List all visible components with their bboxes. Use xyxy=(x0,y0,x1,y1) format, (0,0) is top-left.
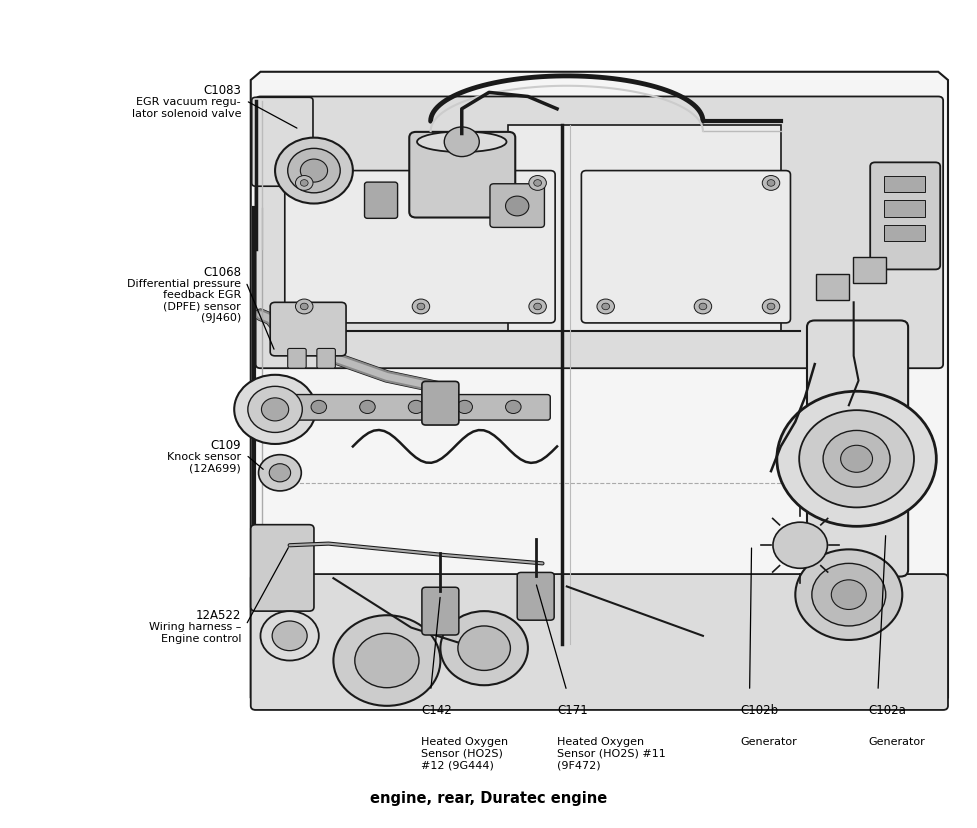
Text: C102a: C102a xyxy=(868,704,906,716)
Text: 12A522: 12A522 xyxy=(195,609,240,621)
FancyBboxPatch shape xyxy=(250,525,314,611)
FancyBboxPatch shape xyxy=(870,163,939,270)
Circle shape xyxy=(416,304,424,310)
Ellipse shape xyxy=(416,132,506,153)
Circle shape xyxy=(596,300,614,315)
Circle shape xyxy=(360,401,375,414)
Circle shape xyxy=(440,611,528,686)
Circle shape xyxy=(761,300,779,315)
Circle shape xyxy=(295,176,313,191)
Circle shape xyxy=(234,375,316,445)
Text: C1068: C1068 xyxy=(203,265,240,278)
Text: C1083: C1083 xyxy=(203,84,240,98)
Circle shape xyxy=(694,300,711,315)
Circle shape xyxy=(355,633,418,688)
FancyBboxPatch shape xyxy=(270,303,346,356)
Circle shape xyxy=(457,626,510,671)
Text: EGR vacuum regu-
lator solenoid valve: EGR vacuum regu- lator solenoid valve xyxy=(131,98,240,119)
Circle shape xyxy=(247,387,302,433)
Circle shape xyxy=(295,300,313,315)
Circle shape xyxy=(529,176,546,191)
Text: Heated Oxygen
Sensor (HO2S) #11
(9F472): Heated Oxygen Sensor (HO2S) #11 (9F472) xyxy=(557,736,665,769)
Text: C109: C109 xyxy=(210,438,240,451)
Text: Generator: Generator xyxy=(740,736,796,746)
Circle shape xyxy=(830,580,866,609)
FancyBboxPatch shape xyxy=(852,258,885,284)
Circle shape xyxy=(260,611,319,661)
FancyBboxPatch shape xyxy=(364,183,398,219)
FancyBboxPatch shape xyxy=(883,201,923,218)
Circle shape xyxy=(823,431,889,488)
FancyBboxPatch shape xyxy=(883,226,923,242)
Circle shape xyxy=(300,160,327,183)
FancyBboxPatch shape xyxy=(250,575,947,710)
Circle shape xyxy=(287,149,340,194)
Circle shape xyxy=(811,564,885,626)
Text: Heated Oxygen
Sensor (HO2S)
#12 (9G444): Heated Oxygen Sensor (HO2S) #12 (9G444) xyxy=(420,736,507,769)
FancyBboxPatch shape xyxy=(284,171,555,324)
Circle shape xyxy=(761,176,779,191)
FancyBboxPatch shape xyxy=(255,98,942,368)
Circle shape xyxy=(601,304,609,310)
Circle shape xyxy=(269,465,290,482)
Circle shape xyxy=(300,181,308,187)
Circle shape xyxy=(411,300,429,315)
Text: Generator: Generator xyxy=(868,736,924,746)
Circle shape xyxy=(505,401,521,414)
FancyBboxPatch shape xyxy=(883,176,923,193)
Circle shape xyxy=(533,181,541,187)
Circle shape xyxy=(798,411,913,508)
Circle shape xyxy=(766,181,774,187)
FancyBboxPatch shape xyxy=(580,171,789,324)
Circle shape xyxy=(533,304,541,310)
Circle shape xyxy=(333,615,440,706)
Circle shape xyxy=(794,550,902,640)
Circle shape xyxy=(300,304,308,310)
Text: Differential pressure
feedback EGR
(DPFE) sensor
(9J460): Differential pressure feedback EGR (DPFE… xyxy=(127,278,240,323)
FancyBboxPatch shape xyxy=(286,395,550,421)
FancyBboxPatch shape xyxy=(815,274,848,301)
FancyBboxPatch shape xyxy=(421,382,458,426)
Circle shape xyxy=(407,401,423,414)
Circle shape xyxy=(766,304,774,310)
FancyBboxPatch shape xyxy=(489,185,544,229)
Circle shape xyxy=(840,445,871,473)
Circle shape xyxy=(311,401,326,414)
Circle shape xyxy=(776,392,935,527)
FancyBboxPatch shape xyxy=(806,321,908,577)
FancyBboxPatch shape xyxy=(287,349,306,368)
Circle shape xyxy=(261,398,288,421)
Circle shape xyxy=(772,522,827,569)
Text: Wiring harness –
Engine control: Wiring harness – Engine control xyxy=(149,621,240,643)
Circle shape xyxy=(275,138,353,205)
Circle shape xyxy=(258,455,301,491)
Circle shape xyxy=(272,621,307,651)
Circle shape xyxy=(456,401,472,414)
FancyBboxPatch shape xyxy=(421,588,458,635)
Text: Knock sensor
(12A699): Knock sensor (12A699) xyxy=(167,451,240,473)
FancyBboxPatch shape xyxy=(317,349,335,368)
Circle shape xyxy=(529,300,546,315)
Text: C142: C142 xyxy=(420,704,451,716)
Circle shape xyxy=(444,128,479,157)
Polygon shape xyxy=(250,73,947,706)
Text: C171: C171 xyxy=(557,704,587,716)
Text: engine, rear, Duratec engine: engine, rear, Duratec engine xyxy=(370,790,607,805)
Text: C102b: C102b xyxy=(740,704,778,716)
Circle shape xyxy=(505,197,529,217)
FancyBboxPatch shape xyxy=(251,99,313,187)
FancyBboxPatch shape xyxy=(517,573,554,620)
Circle shape xyxy=(699,304,706,310)
FancyBboxPatch shape xyxy=(508,126,780,332)
FancyBboxPatch shape xyxy=(408,132,515,219)
